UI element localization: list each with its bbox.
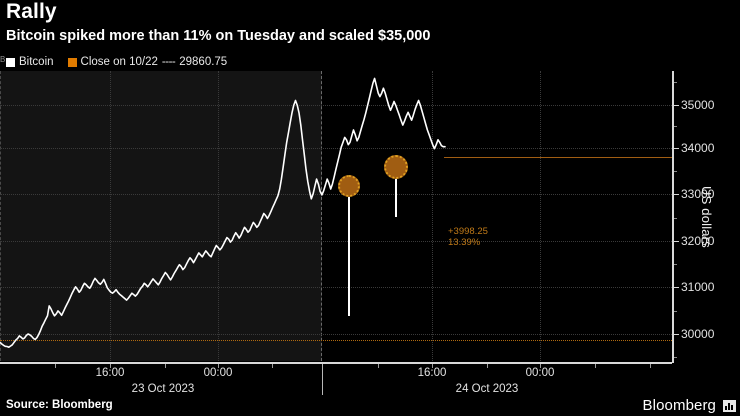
x-axis-label-1600-d1: 16:00 (95, 367, 125, 379)
y-tick-minor (674, 126, 677, 127)
marker-spike-start[interactable] (338, 175, 360, 197)
x-axis-label-1600-d2: 16:00 (417, 367, 447, 379)
last-price-line (444, 157, 672, 158)
y-axis-label-31000: 31000 (681, 280, 715, 294)
legend-item-bitcoin[interactable]: Bitcoin (6, 56, 54, 68)
y-axis-label-32000: 32000 (681, 234, 715, 248)
x-tick-minor (272, 364, 273, 368)
pin-stem-peak (395, 167, 397, 217)
page-title: Rally (6, 0, 57, 23)
chart-footer: Source: Bloomberg Bloomberg (0, 396, 740, 416)
gridline-v-1600-d2 (432, 71, 433, 361)
bloomberg-wordmark: Bloomberg (642, 397, 716, 414)
change-absolute: +3998.25 (448, 226, 488, 237)
y-axis-title: US dollars (699, 186, 714, 248)
bloomberg-logo-icon (723, 400, 736, 412)
x-tick-1600-d2 (432, 364, 433, 368)
x-axis-day-divider (322, 364, 323, 395)
y-tick-33000 (674, 194, 679, 195)
legend-label-bitcoin: Bitcoin (19, 56, 54, 68)
y-tick-30000 (674, 334, 679, 335)
x-tick-minor (595, 364, 596, 368)
source-attribution: Source: Bloomberg (6, 399, 113, 411)
legend-item-close[interactable]: Close on 10/22 ---- 29860.75 (67, 56, 228, 68)
gridline-35000 (0, 105, 672, 106)
x-tick-minor (55, 364, 56, 368)
gridline-34000 (0, 148, 672, 149)
x-tick-0000-d1 (218, 364, 219, 368)
x-axis-day-label-2: 24 Oct 2023 (455, 383, 519, 395)
x-axis-label-0000-d2: 00:00 (525, 367, 555, 379)
y-tick-31000 (674, 287, 679, 288)
gridline-v-1600-d1 (110, 71, 111, 361)
price-line-series (0, 77, 446, 349)
y-axis-label-35000: 35000 (681, 98, 715, 112)
x-tick-minor (487, 364, 488, 368)
y-axis-spine (672, 71, 674, 363)
chart-subtitle: Bitcoin spiked more than 11% on Tuesday … (6, 28, 431, 44)
y-tick-minor (674, 264, 677, 265)
y-axis-label-30000: 30000 (681, 327, 715, 341)
y-tick-32000 (674, 241, 679, 242)
chart-header: Rally Bitcoin spiked more than 11% on Tu… (0, 0, 740, 52)
marker-peak[interactable] (384, 155, 408, 179)
gridline-v-0000-d1 (218, 71, 219, 361)
change-percent: 13.39% (448, 237, 481, 248)
x-axis-label-0000-d1: 00:00 (203, 367, 233, 379)
y-axis-label-34000: 34000 (681, 141, 715, 155)
y-tick-minor (674, 82, 677, 83)
legend-swatch-icon (67, 57, 77, 67)
gridline-32000 (0, 241, 672, 242)
y-tick-minor (674, 218, 677, 219)
pin-stem-spike-start (348, 186, 350, 316)
y-tick-35000 (674, 105, 679, 106)
y-tick-minor (674, 357, 677, 358)
gridline-v-0000-d2 (540, 71, 541, 361)
x-tick-minor (378, 364, 379, 368)
legend-value-close: 29860.75 (179, 56, 228, 68)
x-tick-1600-d1 (110, 364, 111, 368)
x-tick-0000-d2 (540, 364, 541, 368)
y-axis-label-33000: 33000 (681, 187, 715, 201)
y-tick-minor (674, 311, 677, 312)
x-tick-minor (165, 364, 166, 368)
bloomberg-b-mark: B (0, 55, 6, 64)
close-reference-line (0, 340, 672, 341)
change-annotation: +3998.25 13.39% (448, 226, 488, 248)
x-axis-day-label-1: 23 Oct 2023 (131, 383, 195, 395)
y-tick-minor (674, 171, 677, 172)
x-axis-spine (0, 362, 672, 364)
chart-legend: B Bitcoin Close on 10/22 ---- 29860.75 (0, 54, 228, 70)
gridline-30000 (0, 334, 672, 335)
legend-label-close: Close on 10/22 (80, 56, 158, 68)
x-tick-minor (650, 364, 651, 368)
gridline-33000 (0, 194, 672, 195)
y-tick-34000 (674, 148, 679, 149)
legend-swatch-icon (6, 57, 15, 67)
gridline-31000 (0, 287, 672, 288)
plot-area: +3998.25 13.39% (0, 71, 672, 361)
legend-dash: ---- (161, 56, 176, 68)
